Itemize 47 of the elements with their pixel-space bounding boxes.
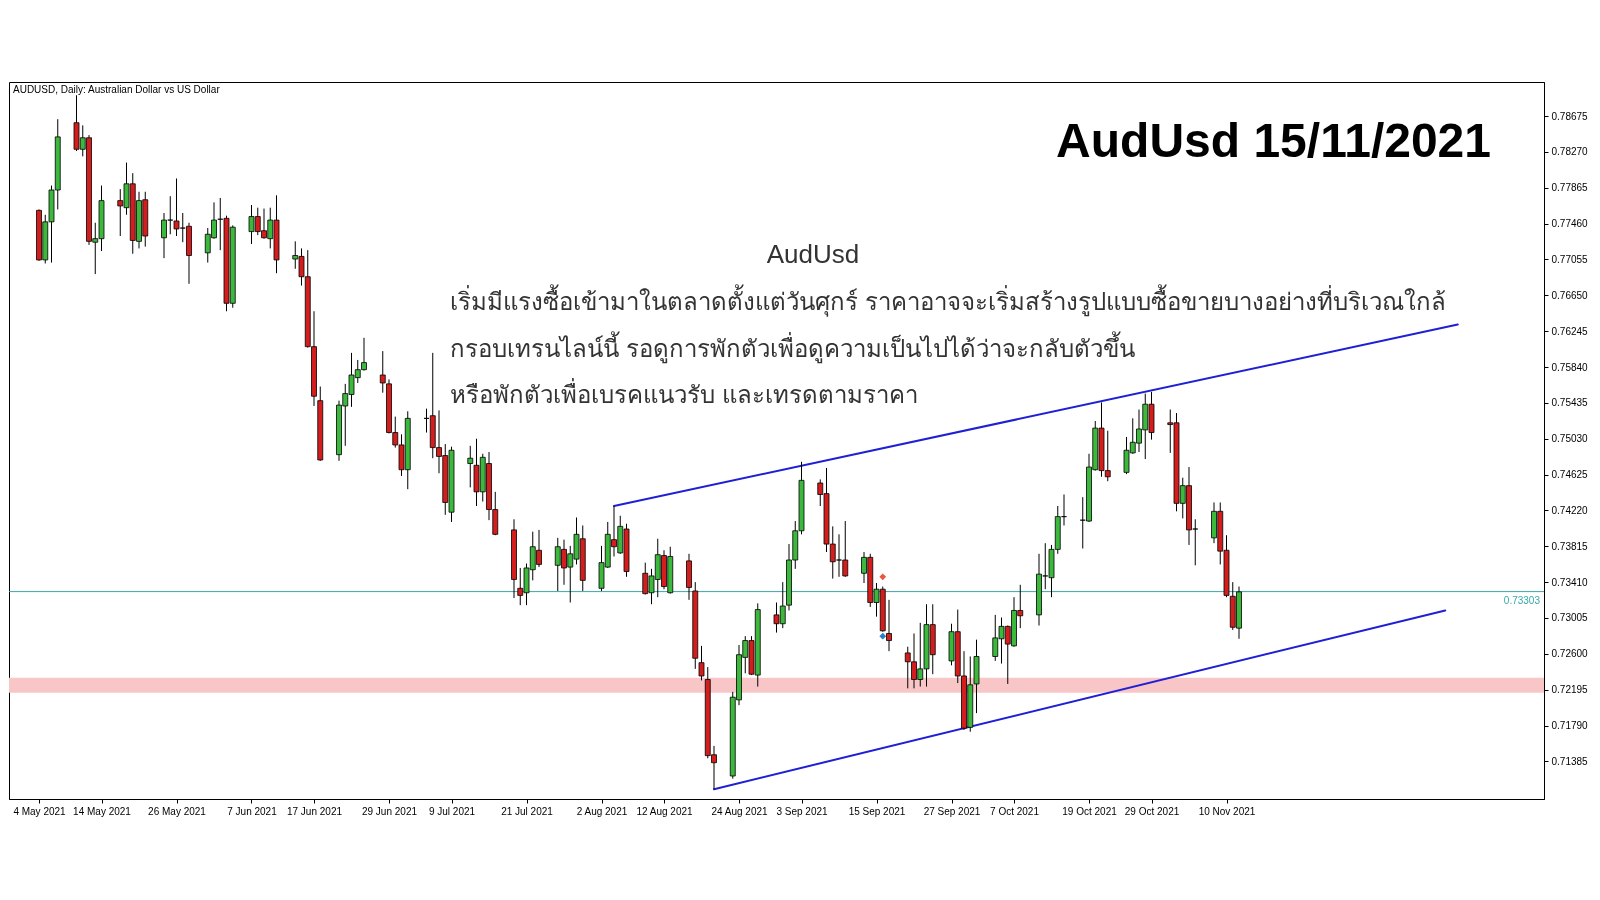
y-tick-label: 0.72195	[1551, 684, 1589, 696]
y-tick-label: 0.74625	[1551, 469, 1589, 481]
y-tick-label: 0.78675	[1551, 110, 1589, 122]
x-tick-label: 19 Oct 2021	[1062, 805, 1118, 817]
chart-subtitle: AUDUSD, Daily: Australian Dollar vs US Dollar	[13, 84, 221, 95]
annotation: กรอบเทรนไลน์นี้ รอดูการพักตัวเพื่อดูความเป็นไปได้ว่าจะกลับตัวขึ้น	[450, 330, 1135, 364]
y-tick-label: 0.73005	[1551, 612, 1589, 624]
candlestick	[698, 645, 705, 681]
annotation: หรือพักตัวเพื่อเบรคแนวรับ และเทรดตามราคา	[450, 378, 918, 408]
x-tick-label: 17 Jun 2021	[286, 805, 343, 817]
x-tick-label: 9 Jul 2021	[428, 805, 476, 817]
y-tick-label: 0.75840	[1551, 361, 1589, 373]
candlestick	[886, 599, 892, 652]
x-tick-label: 27 Sep 2021	[923, 805, 981, 817]
annotation: AudUsd	[766, 239, 860, 269]
x-tick-label: 12 Aug 2021	[636, 805, 694, 817]
x-tick-label: 7 Oct 2021	[990, 805, 1040, 817]
y-tick-label: 0.77055	[1551, 253, 1589, 265]
y-tick-label: 0.75030	[1551, 433, 1589, 445]
x-tick-label: 4 May 2021	[13, 805, 67, 817]
x-tick-label: 3 Sep 2021	[776, 805, 829, 817]
x-tick-label: 24 Aug 2021	[711, 805, 769, 817]
x-tick-label: 15 Sep 2021	[848, 805, 906, 817]
y-tick-label: 0.77865	[1551, 182, 1589, 194]
x-tick-label: 10 Nov 2021	[1198, 805, 1256, 817]
x-tick-label: 2 Aug 2021	[576, 805, 628, 817]
x-tick-label: 21 Jul 2021	[501, 805, 554, 817]
text: AudUsd 15/11/2021	[1056, 114, 1491, 167]
x-tick-label: 26 May 2021	[148, 805, 207, 817]
y-tick-label: 0.72600	[1551, 648, 1589, 660]
candlestick	[467, 445, 474, 488]
y-tick-label: 0.73815	[1551, 540, 1589, 552]
y-tick-label: 0.71790	[1551, 720, 1589, 732]
x-tick-label: 14 May 2021	[73, 805, 132, 817]
annotation: เริ่มมีแรงซื้อเข้ามาในตลาดตั้งแต่วันศุกร์ ราคาอาจจะเริ่มสร้างรูปแบบซื้อขายบางอย่างที่บริเวณใกล้	[450, 284, 1446, 317]
y-tick-label: 0.73410	[1551, 576, 1589, 588]
y-tick-label: 0.78270	[1551, 146, 1589, 158]
y-tick-label: 0.76245	[1551, 325, 1589, 337]
y-tick-label: 0.71385	[1551, 755, 1589, 767]
ref-line-label: 0.73303	[1503, 594, 1541, 606]
x-tick-label: 29 Jun 2021	[361, 805, 418, 817]
y-tick-label: 0.76650	[1551, 289, 1589, 301]
x-tick-label: 7 Jun 2021	[227, 805, 278, 817]
y-tick-label: 0.77460	[1551, 218, 1589, 230]
y-tick-label: 0.75435	[1551, 397, 1589, 409]
y-tick-label: 0.74220	[1551, 504, 1589, 516]
x-tick-label: 29 Oct 2021	[1124, 805, 1180, 817]
